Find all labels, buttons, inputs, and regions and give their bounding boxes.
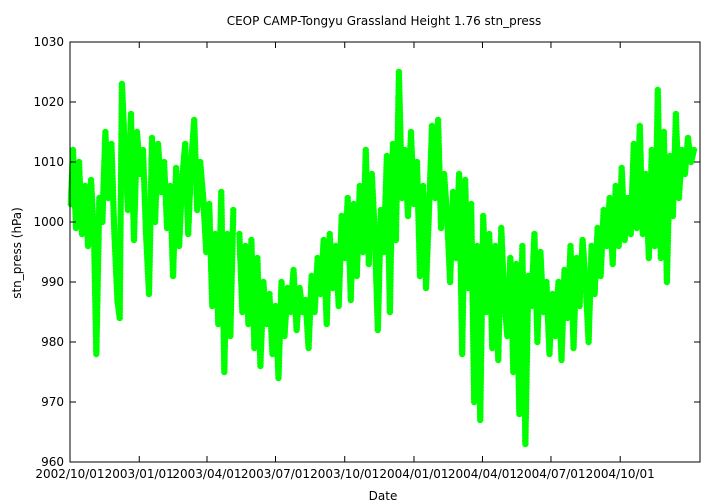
- data-point: [230, 206, 237, 214]
- plot-area: [67, 68, 698, 448]
- chart-title: CEOP CAMP-Tongyu Grassland Height 1.76 s…: [227, 14, 542, 28]
